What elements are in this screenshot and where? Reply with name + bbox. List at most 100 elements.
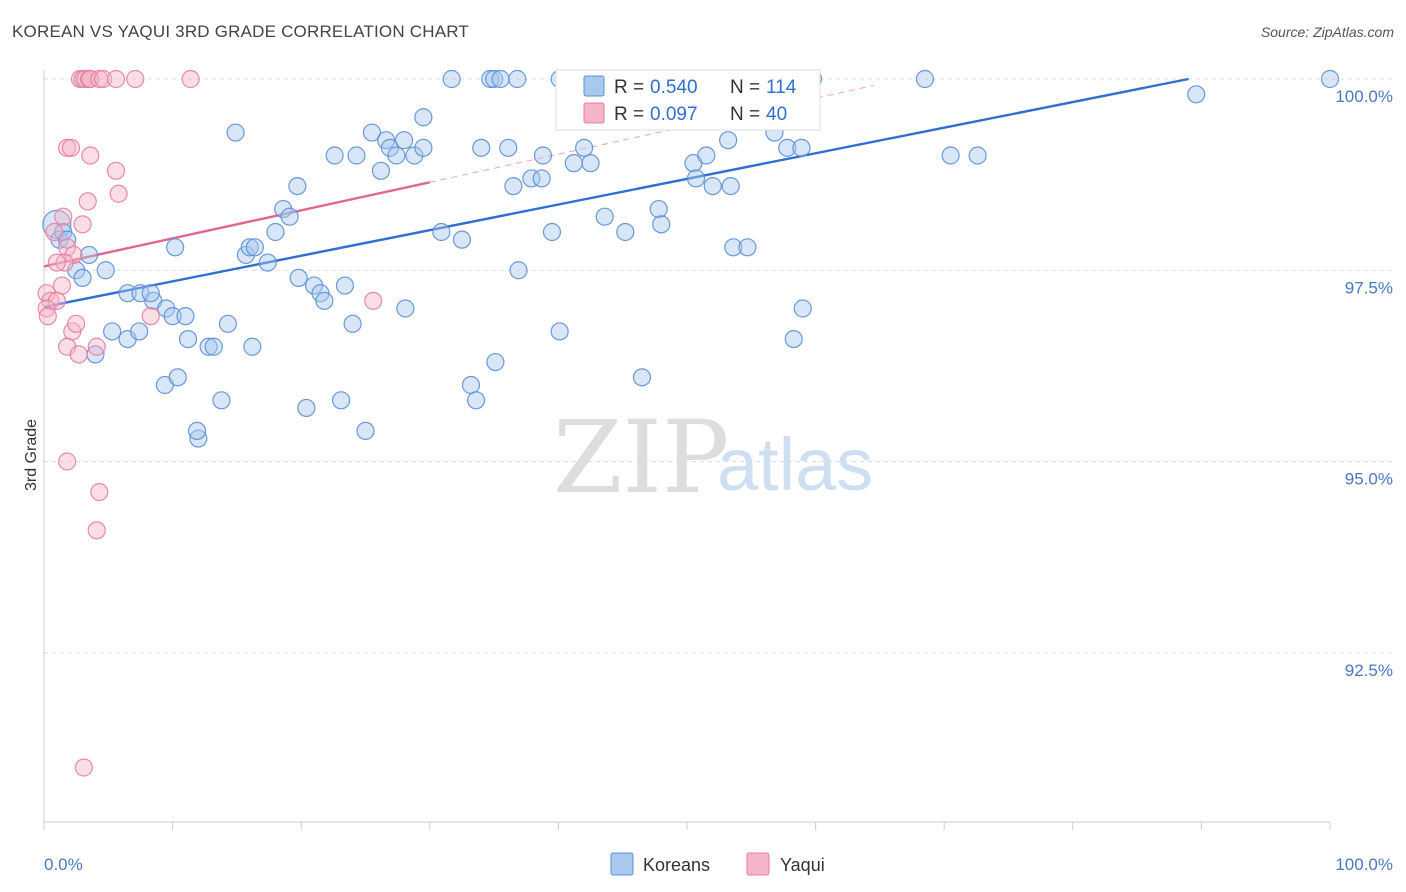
korean-point <box>461 375 481 395</box>
korean-point <box>240 238 259 257</box>
watermark-zip: ZIP <box>553 399 729 516</box>
yaqui-point <box>73 215 92 234</box>
korean-point <box>581 154 600 173</box>
yaqui-n-value: 40 <box>766 104 787 125</box>
yaqui-point <box>364 291 383 310</box>
korean-point <box>616 222 635 242</box>
korean-point <box>485 69 504 89</box>
y-axis-label: 3rd Grade <box>23 419 40 491</box>
korean-point <box>356 421 375 440</box>
yaqui-r-label: R = <box>614 104 644 125</box>
series-legend: Koreans Yaqui <box>610 852 825 876</box>
x-tick-label: 0.0% <box>44 855 83 874</box>
korean-point <box>504 177 523 196</box>
yaqui-point <box>78 192 97 211</box>
chart-source: Source: ZipAtlas.com <box>1260 24 1394 40</box>
korean-point <box>163 307 182 326</box>
yaqui-point <box>181 69 200 89</box>
korean-point <box>442 69 461 89</box>
koreans-r-value: 0.540 <box>650 77 698 98</box>
korean-point <box>509 261 528 280</box>
korean-point <box>542 222 562 242</box>
yaqui-n-label: N = <box>730 104 760 125</box>
korean-point <box>96 261 115 280</box>
legend-yaqui-swatch <box>746 852 770 876</box>
data-points <box>37 69 1340 777</box>
stats-legend: R = 0.540 N = 114 R = 0.097 N = 40 <box>555 69 821 131</box>
yaqui-point <box>106 69 126 89</box>
korean-point <box>686 169 706 188</box>
koreans-n-label: N = <box>730 77 760 98</box>
korean-point <box>79 245 99 265</box>
koreans-r-label: R = <box>614 77 644 98</box>
korean-point <box>394 131 414 150</box>
korean-point <box>204 337 223 356</box>
korean-point <box>73 268 92 287</box>
yaqui-point <box>87 521 106 540</box>
legend-koreans-swatch <box>610 852 634 876</box>
korean-point <box>697 146 716 165</box>
yaqui-point <box>52 276 72 295</box>
yaqui-point <box>37 299 56 318</box>
korean-point <box>550 322 569 341</box>
y-tick-label: 97.5% <box>1345 278 1393 297</box>
korean-point <box>226 123 245 142</box>
korean-point <box>280 207 299 226</box>
korean-point <box>533 146 553 165</box>
korean-point <box>176 307 195 326</box>
korean-point <box>481 69 500 89</box>
korean-point <box>719 131 738 150</box>
korean-point <box>652 215 671 234</box>
korean-point <box>499 138 518 157</box>
korean-point <box>218 314 237 333</box>
korean-point <box>632 368 652 387</box>
korean-point <box>724 238 743 257</box>
chart-title: KOREAN VS YAQUI 3RD GRADE CORRELATION CH… <box>12 22 469 41</box>
korean-point <box>103 322 122 341</box>
korean-point <box>343 314 362 333</box>
korean-point <box>508 69 527 89</box>
axes <box>43 70 1331 830</box>
korean-point <box>941 146 960 165</box>
yaqui-point <box>94 69 113 89</box>
korean-point <box>168 368 187 387</box>
korean-point <box>414 138 433 157</box>
korean-point <box>288 177 307 196</box>
korean-point <box>141 284 160 303</box>
korean-point <box>784 330 803 349</box>
korean-point <box>362 123 382 142</box>
korean-point <box>258 253 277 272</box>
legend-koreans-label: Koreans <box>643 855 710 875</box>
korean-point <box>266 222 285 242</box>
korean-point <box>968 146 987 165</box>
legend-yaqui-label: Yaqui <box>780 855 825 875</box>
yaqui-point <box>69 345 88 364</box>
korean-point <box>491 69 510 89</box>
korean-point <box>703 177 722 196</box>
korean-point <box>472 138 491 157</box>
yaqui-point <box>54 207 73 226</box>
korean-point <box>532 169 551 188</box>
korean-point <box>778 138 797 157</box>
korean-point <box>522 169 541 188</box>
korean-point <box>792 138 811 157</box>
korean-point <box>371 161 391 180</box>
korean-point <box>486 352 505 372</box>
korean-point <box>414 108 433 127</box>
x-tick-labels: 0.0% 100.0% <box>44 855 1393 874</box>
yaqui-point <box>74 758 93 777</box>
yaqui-swatch <box>583 102 605 124</box>
korean-point <box>130 322 149 341</box>
yaqui-trend-line <box>43 181 431 268</box>
yaqui-r-value: 0.097 <box>650 104 698 125</box>
korean-point <box>564 154 583 173</box>
yaqui-point <box>58 138 77 157</box>
gridlines <box>44 78 1392 654</box>
yaqui-point <box>76 69 95 89</box>
korean-point <box>1320 69 1340 89</box>
korean-point <box>289 268 308 287</box>
korean-point <box>212 391 231 410</box>
yaqui-point <box>141 307 160 326</box>
korean-point <box>466 391 486 410</box>
